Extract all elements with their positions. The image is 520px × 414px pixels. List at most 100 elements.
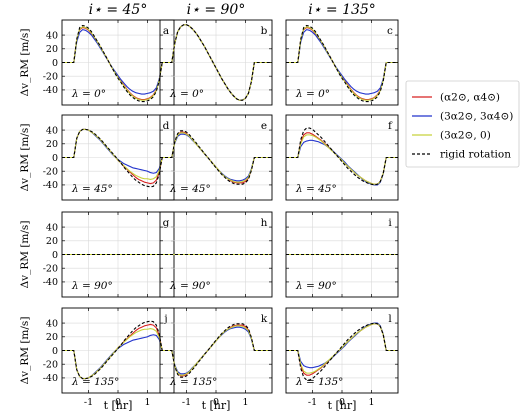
lambda-label: λ = 135° [295, 376, 343, 388]
series-line [286, 322, 398, 381]
series-line [286, 29, 398, 95]
y-axis-label: Δv_RM [m/s] [19, 221, 31, 289]
x-tick-label: 1 [144, 397, 150, 408]
gridlines [160, 20, 272, 105]
y-tick-label: 20 [46, 332, 58, 343]
y-tick-label: 0 [52, 250, 58, 261]
lambda-label: λ = 135° [169, 376, 217, 388]
panel-grid: -40 -20 0 20 40 Δv_RM [m/s] a λ = 0° b λ = 0° c λ =… [19, 19, 399, 408]
column-titles: i⋆ = 45° i⋆ = 90° i⋆ = 135° [89, 2, 376, 18]
lambda-label: λ = 0° [169, 88, 204, 100]
x-axis-label: t [hr] [104, 399, 133, 412]
legend-entry: (α2⊙, α4⊙) [440, 92, 500, 104]
lambda-label: λ = 90° [169, 280, 211, 292]
lambda-label: λ = 45° [71, 183, 113, 195]
series-line [286, 134, 398, 185]
y-axis-label: Δv_RM [m/s] [19, 317, 31, 385]
y-tick-label: 40 [46, 30, 58, 41]
panel-b: b λ = 0° [159, 19, 273, 106]
panel-d: -40 -20 0 20 40 Δv_RM [m/s] d λ = 45° [19, 114, 175, 201]
x-tick-label: 1 [242, 397, 248, 408]
series-line [62, 24, 174, 103]
panel-f: f λ = 45° [285, 114, 399, 201]
lambda-label: λ = 0° [295, 88, 330, 100]
x-tick-label: -1 [308, 397, 317, 408]
panel-a: -40 -20 0 20 40 Δv_RM [m/s] a λ = 0° [19, 19, 175, 106]
y-tick-label: 40 [46, 318, 58, 329]
series-line [286, 24, 398, 103]
gridlines [160, 115, 272, 200]
y-tick-label: -40 [43, 180, 58, 191]
x-tick-label: 1 [368, 397, 374, 408]
x-tick-label: 0 [213, 397, 219, 408]
y-axis-label: Δv_RM [m/s] [19, 29, 31, 97]
panel-letter: l [388, 313, 392, 325]
legend-entry: (3α2⊙, 3α4⊙) [440, 111, 513, 123]
series-line [160, 130, 272, 185]
column-title-2: i⋆ = 135° [308, 2, 376, 18]
panel-letter: h [261, 217, 268, 229]
gridlines [62, 115, 174, 200]
x-tick-label: 0 [115, 397, 121, 408]
lambda-label: λ = 90° [71, 280, 113, 292]
y-tick-label: 0 [52, 58, 58, 69]
series-line [160, 24, 272, 101]
lambda-label: λ = 0° [71, 88, 106, 100]
x-tick-label: 0 [339, 397, 345, 408]
gridlines [62, 308, 174, 393]
y-tick-label: -20 [43, 264, 58, 275]
series-line [160, 323, 272, 378]
panel-letter: g [163, 217, 170, 229]
panel-c: c λ = 0° [285, 19, 399, 106]
panel-letter: d [163, 120, 170, 132]
panel-letter: c [387, 25, 393, 37]
lambda-label: λ = 45° [295, 183, 337, 195]
legend-entry: (3α2⊙, 0) [440, 130, 491, 142]
y-axis-label: Δv_RM [m/s] [19, 124, 31, 192]
panel-i: i λ = 90° [285, 211, 399, 298]
column-title-1: i⋆ = 90° [187, 2, 246, 18]
panel-j: -40 -20 0 20 40 Δv_RM [m/s] -1 0 1 j λ = 135° [19, 307, 175, 408]
panel-h: h λ = 90° [159, 211, 273, 298]
y-tick-label: -20 [43, 72, 58, 83]
y-tick-label: 40 [46, 222, 58, 233]
series-line [62, 29, 174, 95]
x-tick-label: -1 [182, 397, 191, 408]
y-tick-label: -20 [43, 167, 58, 178]
y-tick-label: -40 [43, 373, 58, 384]
y-tick-label: 20 [46, 139, 58, 150]
x-axis-label: t [hr] [202, 399, 231, 412]
x-axis-labels: t [hr] t [hr] t [hr] [104, 399, 357, 412]
y-tick-label: 0 [52, 153, 58, 164]
y-tick-label: 20 [46, 44, 58, 55]
legend-box [405, 80, 520, 168]
panel-g: -40 -20 0 20 40 Δv_RM [m/s] g λ = 90° [19, 211, 175, 298]
series-line [286, 323, 398, 374]
series-line [62, 128, 174, 188]
gridlines [286, 20, 398, 105]
y-tick-label: -20 [43, 360, 58, 371]
panel-letter: a [163, 25, 169, 37]
y-tick-label: 40 [46, 125, 58, 136]
column-title-0: i⋆ = 45° [89, 2, 148, 18]
y-tick-label: 0 [52, 346, 58, 357]
panel-l: -1 0 1 l λ = 135° [285, 307, 399, 408]
y-tick-label: -40 [43, 277, 58, 288]
panel-letter: k [261, 313, 268, 325]
panel-letter: f [388, 120, 393, 132]
panel-letter: i [388, 217, 392, 229]
legend-entry: rigid rotation [440, 149, 511, 161]
gridlines [160, 308, 272, 393]
lambda-label: λ = 135° [71, 376, 119, 388]
series-line [62, 320, 174, 380]
lambda-label: λ = 45° [169, 183, 211, 195]
x-axis-label: t [hr] [328, 399, 357, 412]
panel-letter: j [162, 313, 167, 325]
legend: (α2⊙, α4⊙) (3α2⊙, 3α4⊙) (3α2⊙, 0) rigid rot… [405, 80, 520, 168]
panel-k: -1 0 1 k λ = 135° [159, 307, 273, 408]
panel-letter: e [261, 120, 267, 132]
series-line [286, 127, 398, 186]
y-tick-label: 20 [46, 236, 58, 247]
lambda-label: λ = 90° [295, 280, 337, 292]
